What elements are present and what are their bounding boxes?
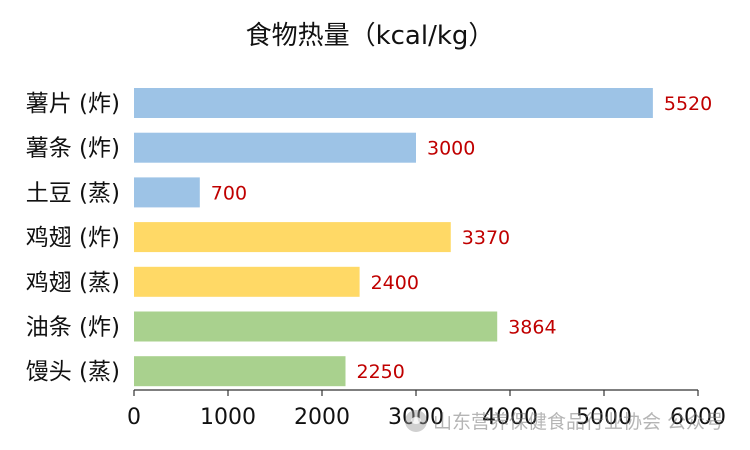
category-label-6: 油条 (炸) (26, 315, 120, 341)
x-tick-label-5: 4000 (482, 405, 538, 430)
watermark: 山东营养保健食品行业协会 公众号 (404, 407, 724, 434)
bars-layer (134, 88, 653, 387)
bar-7 (134, 356, 346, 387)
x-tick-label-7: 6000 (670, 405, 726, 430)
bar-5 (134, 266, 360, 297)
bar-1 (134, 88, 653, 118)
x-tick-label-3: 2000 (294, 405, 350, 430)
wechat-icon (404, 409, 427, 432)
value-label-3: 700 (211, 182, 247, 204)
x-tick-label-6: 5000 (576, 405, 632, 430)
value-label-1: 5520 (664, 93, 712, 115)
bar-2 (134, 132, 416, 163)
value-labels: 5520 3000 700 3370 2400 3864 2250 (211, 93, 712, 383)
value-label-2: 3000 (427, 138, 475, 160)
category-label-3: 土豆 (蒸) (26, 180, 120, 206)
bar-6 (134, 311, 498, 342)
chart-title: 食物热量（kcal/kg） (246, 21, 495, 51)
category-label-1: 薯片 (炸) (26, 91, 120, 117)
category-labels: 薯片 (炸) 薯条 (炸) 土豆 (蒸) 鸡翅 (炸) 鸡翅 (蒸) 油条 (炸) 馒头 (… (26, 91, 120, 385)
category-label-7: 馒头 (蒸) (26, 359, 120, 385)
value-label-6: 3864 (508, 317, 556, 339)
bar-3 (134, 177, 200, 208)
value-label-4: 3370 (462, 227, 510, 249)
value-label-7: 2250 (357, 361, 405, 383)
x-axis: 0 1000 2000 3000 4000 5000 6000 (127, 389, 726, 430)
bar-4 (134, 222, 451, 253)
category-label-4: 鸡翅 (炸) (26, 225, 120, 251)
x-tick-label-1: 0 (127, 405, 141, 430)
watermark-text: 山东营养保健食品行业协会 公众号 (432, 411, 724, 433)
category-label-2: 薯条 (炸) (26, 136, 120, 162)
category-label-5: 鸡翅 (蒸) (26, 270, 120, 296)
value-label-5: 2400 (371, 272, 419, 294)
x-tick-label-2: 1000 (200, 405, 256, 430)
